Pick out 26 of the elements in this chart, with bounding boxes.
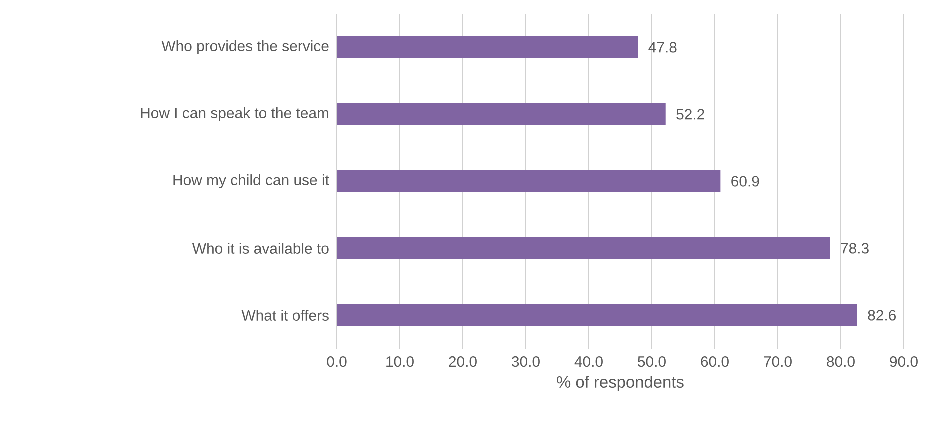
y-tick-label: Who it is available to <box>192 243 329 254</box>
x-tick-label: 50.0 <box>638 356 666 368</box>
y-tick-label: How I can speak to the team <box>141 108 328 122</box>
y-tick-label: How my child can use it <box>174 174 330 188</box>
y-tick-label: Who provides the service <box>162 40 329 54</box>
x-axis-title: % of respondents <box>557 376 684 392</box>
bar <box>337 36 638 58</box>
bar <box>337 170 721 192</box>
data-label: 52.2 <box>676 109 704 120</box>
x-tick-label: 10.0 <box>386 356 414 368</box>
x-tick-label: 20.0 <box>449 356 477 368</box>
data-label: 78.3 <box>841 243 869 254</box>
y-tick-label: What it offers <box>242 310 329 321</box>
bar <box>337 104 666 126</box>
data-label: 47.8 <box>648 42 677 53</box>
data-label: 60.9 <box>732 176 760 187</box>
x-tick-label: 70.0 <box>764 356 792 368</box>
x-tick-label: 30.0 <box>512 356 540 368</box>
data-label: 82.6 <box>868 310 896 321</box>
x-tick-label: 60.0 <box>701 356 729 368</box>
x-tick-label: 0.0 <box>327 356 347 368</box>
bar <box>337 304 858 326</box>
bar <box>337 238 830 260</box>
x-tick-label: 90.0 <box>890 356 918 368</box>
x-tick-label: 80.0 <box>827 356 855 368</box>
x-tick-label: 40.0 <box>574 356 603 368</box>
